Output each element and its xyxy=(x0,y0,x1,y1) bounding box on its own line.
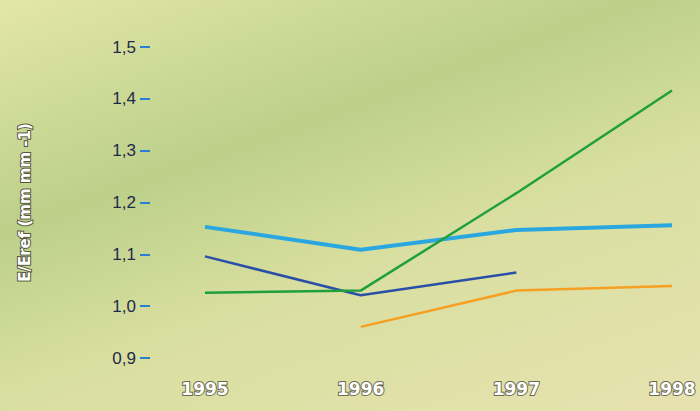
svg-text:1996: 1996 xyxy=(337,379,384,399)
svg-text:1,1: 1,1 xyxy=(112,245,136,264)
svg-text:1995: 1995 xyxy=(181,379,228,399)
svg-text:1,3: 1,3 xyxy=(112,141,136,160)
svg-text:1,0: 1,0 xyxy=(112,297,136,316)
svg-text:1,5: 1,5 xyxy=(112,38,136,57)
svg-text:1,2: 1,2 xyxy=(112,193,136,212)
svg-text:1997: 1997 xyxy=(493,379,540,399)
svg-text:E/Eref (mm mm -1): E/Eref (mm mm -1) xyxy=(16,123,34,282)
svg-text:1998: 1998 xyxy=(648,379,695,399)
svg-text:0,9: 0,9 xyxy=(112,349,136,368)
svg-text:1,4: 1,4 xyxy=(112,89,136,108)
